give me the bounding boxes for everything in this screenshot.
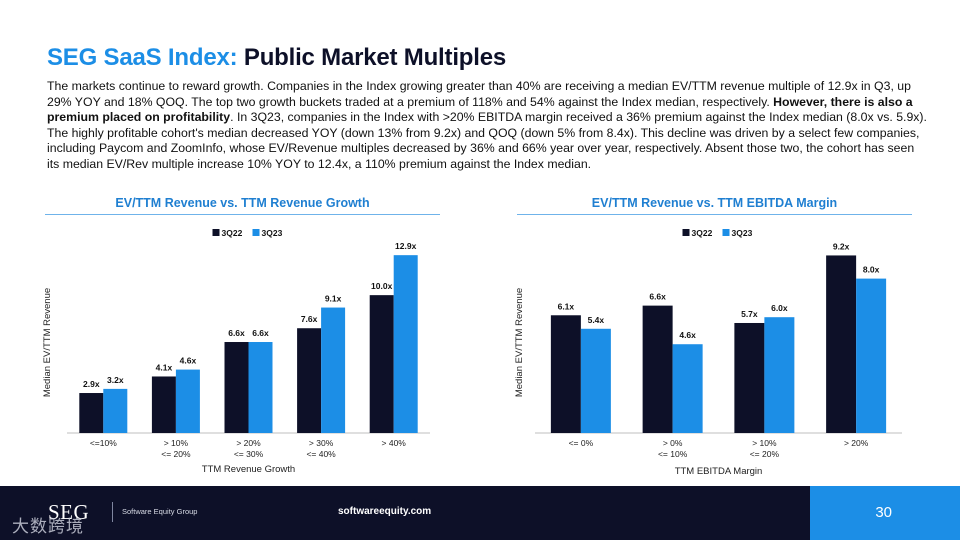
footer-bar: SEG Software Equity Group softwareequity… xyxy=(0,486,960,540)
bar-3q23 xyxy=(764,317,795,433)
bar-3q23 xyxy=(856,278,887,433)
company-name: Software Equity Group xyxy=(122,507,198,516)
chart-ebitda-margin: Median EV/TTM Revenue TTM EBITDA Margin 3Q… xyxy=(514,228,902,477)
data-label: 8.0x xyxy=(863,265,880,275)
bar-3q23 xyxy=(393,255,418,433)
data-label: 6.1x xyxy=(558,301,575,311)
title-rest: Public Market Multiples xyxy=(243,44,507,71)
category-label: <= 20% xyxy=(750,449,780,459)
bar-3q22 xyxy=(550,315,581,433)
chart-1-title-rule xyxy=(45,214,440,215)
bar-3q22 xyxy=(369,295,394,433)
bar-3q23 xyxy=(175,369,200,433)
data-label: 4.6x xyxy=(180,356,197,366)
data-label: 2.9x xyxy=(83,379,100,389)
category-label: <= 40% xyxy=(306,449,336,459)
bar-3q23 xyxy=(103,388,128,433)
website-link[interactable]: softwareequity.com xyxy=(338,506,432,517)
data-label: 5.4x xyxy=(588,315,605,325)
category-label: > 10% xyxy=(164,438,189,448)
category-label: > 20% xyxy=(236,438,261,448)
data-label: 6.6x xyxy=(252,328,269,338)
legend-swatch-3q22 xyxy=(212,229,220,236)
legend-swatch-3q23 xyxy=(722,229,730,236)
bar-3q22 xyxy=(642,305,673,433)
category-label: > 0% xyxy=(663,438,683,448)
category-label: <= 30% xyxy=(234,449,264,459)
body-text-2: . In 3Q23, companies in the Index with >… xyxy=(47,110,927,171)
chart-2-title-rule xyxy=(517,214,912,215)
category-label: > 20% xyxy=(844,438,869,448)
footer-divider xyxy=(112,502,113,522)
bar-3q22 xyxy=(734,322,765,433)
chart-2-title: EV/TTM Revenue vs. TTM EBITDA Margin xyxy=(591,196,838,210)
page-number: 30 xyxy=(875,504,892,521)
legend-swatch-3q22 xyxy=(682,229,690,236)
category-label: > 30% xyxy=(309,438,334,448)
bar-3q22 xyxy=(297,328,322,433)
bar-3q22 xyxy=(79,393,104,433)
data-label: 4.6x xyxy=(679,330,696,340)
title-accent: SEG SaaS Index: xyxy=(47,44,238,71)
data-label: 6.0x xyxy=(771,303,788,313)
bar-3q22 xyxy=(224,342,249,433)
category-label: <=10% xyxy=(90,438,117,448)
body-text-1: The markets continue to reward growth. C… xyxy=(47,79,911,109)
data-label: 3.2x xyxy=(107,375,124,385)
seg-logo: SEG xyxy=(48,500,90,524)
watermark: 大数跨境 xyxy=(12,517,84,536)
data-label: 5.7x xyxy=(741,309,758,319)
data-label: 9.1x xyxy=(325,294,342,304)
bar-3q23 xyxy=(248,342,273,433)
category-label: > 10% xyxy=(752,438,777,448)
y-axis-label: Median EV/TTM Revenue xyxy=(514,288,525,397)
y-axis-label: Median EV/TTM Revenue xyxy=(42,288,53,397)
data-label: 6.6x xyxy=(228,328,245,338)
legend-label-3q22: 3Q22 xyxy=(692,228,713,238)
bar-3q22 xyxy=(151,376,176,433)
body-text-bold: However, there is also a premium placed … xyxy=(47,94,913,125)
data-label: 6.6x xyxy=(649,292,666,302)
bar-3q23 xyxy=(580,328,611,433)
legend-label-3q23: 3Q23 xyxy=(262,228,283,238)
chart-revenue-growth: Median EV/TTM Revenue TTM Revenue Growth 3… xyxy=(42,228,430,475)
x-axis-label: TTM Revenue Growth xyxy=(202,464,295,475)
bar-3q23 xyxy=(321,307,346,433)
data-label: 9.2x xyxy=(833,241,850,251)
data-label: 12.9x xyxy=(395,241,417,251)
chart-1-title: EV/TTM Revenue vs. TTM Revenue Growth xyxy=(115,196,370,210)
category-label: <= 20% xyxy=(161,449,191,459)
category-label: > 40% xyxy=(382,438,407,448)
category-label: <= 0% xyxy=(569,438,594,448)
x-axis-label: TTM EBITDA Margin xyxy=(675,466,763,477)
data-label: 4.1x xyxy=(156,362,173,372)
legend-label-3q22: 3Q22 xyxy=(222,228,243,238)
legend-swatch-3q23 xyxy=(252,229,260,236)
footer-accent-block xyxy=(810,486,960,540)
legend-label-3q23: 3Q23 xyxy=(732,228,753,238)
data-label: 10.0x xyxy=(371,281,393,291)
body-paragraph: The markets continue to reward growth. C… xyxy=(47,79,927,172)
bar-3q22 xyxy=(826,255,857,433)
bar-3q23 xyxy=(672,344,703,433)
page-title: SEG SaaS Index: Public Market Multiples xyxy=(47,44,506,72)
data-label: 7.6x xyxy=(301,314,318,324)
category-label: <= 10% xyxy=(658,449,688,459)
